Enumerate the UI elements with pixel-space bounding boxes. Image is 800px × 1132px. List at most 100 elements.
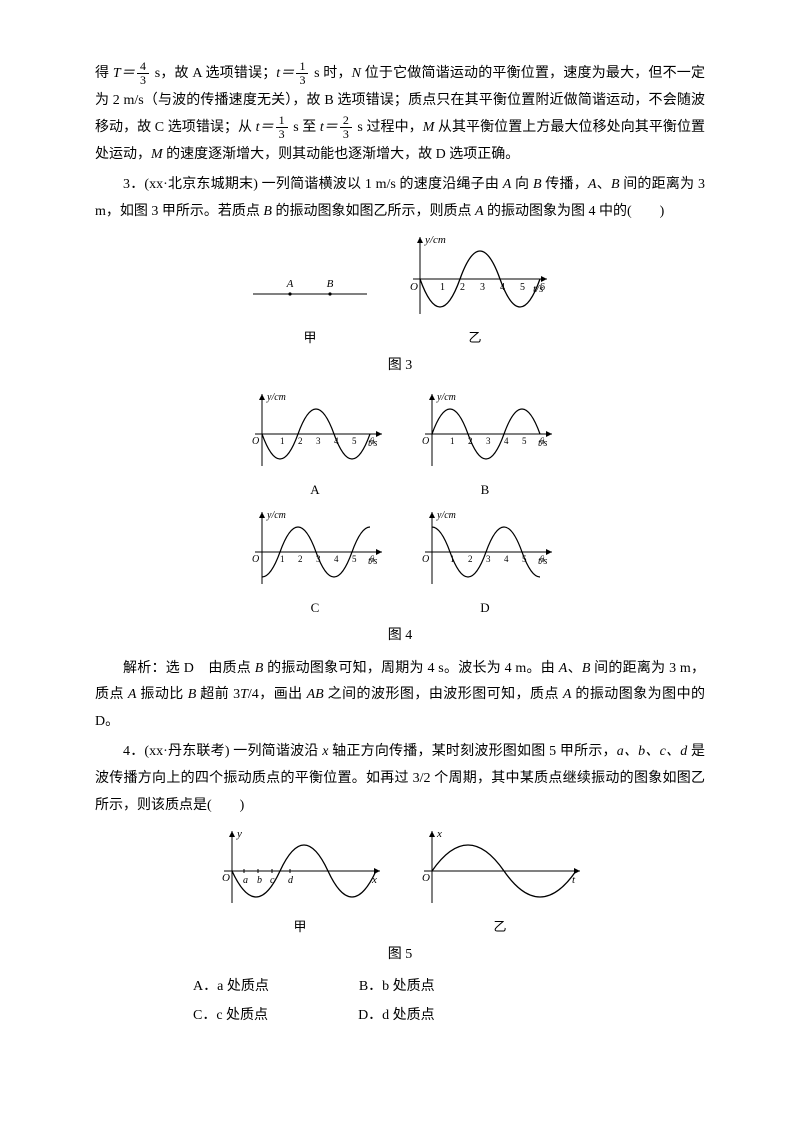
answer-para-1: 得 T＝43 s，故 A 选项错误；t＝13 s 时，N 位于它做简谐运动的平衡…	[95, 60, 705, 168]
var-A: A	[588, 177, 597, 192]
option-C: C．c 处质点	[193, 1003, 268, 1030]
var-t: t＝	[320, 120, 338, 135]
svg-text:x: x	[436, 828, 442, 840]
label-A: A	[240, 478, 390, 503]
svg-text:O: O	[222, 872, 230, 884]
svg-text:3: 3	[486, 554, 491, 564]
text: 的振动图象为图 4 中的( )	[484, 204, 665, 219]
svg-text:y/cm: y/cm	[436, 510, 456, 521]
frac-4-3: 43	[137, 60, 149, 87]
svg-text:d: d	[288, 875, 294, 886]
svg-text:2: 2	[468, 554, 473, 564]
wave-chart-icon: x t O	[410, 823, 590, 913]
var-T: T	[240, 687, 248, 702]
svg-text:1: 1	[450, 554, 455, 564]
options-row-1: A．a 处质点 B．b 处质点	[193, 974, 705, 1001]
sine-chart-icon: y/cm t/s O 123456	[395, 229, 555, 324]
svg-text:5: 5	[352, 554, 357, 564]
figure-3: A B 甲 y/cm t/s O 123456 乙	[95, 229, 705, 351]
svg-text:4: 4	[504, 436, 509, 446]
fig5-right: x t O 乙	[410, 823, 590, 940]
text: s 过程中，	[354, 120, 423, 135]
text: s，故 A 选项错误；	[151, 66, 276, 81]
text: 3．(xx·北京东城期末) 一列简谐横波以 1 m/s 的速度沿绳子由	[123, 177, 503, 192]
svg-text:6: 6	[540, 282, 545, 293]
var-A: A	[475, 204, 484, 219]
svg-text:y/cm: y/cm	[436, 392, 456, 403]
question-4: 4．(xx·丹东联考) 一列简谐波沿 x 轴正方向传播，某时刻波形图如图 5 甲…	[95, 739, 705, 819]
svg-text:6: 6	[370, 554, 375, 564]
text: /4，画出	[248, 687, 307, 702]
frac-1-3b: 13	[276, 114, 288, 141]
text: 振动比	[136, 687, 187, 702]
text: 的速度逐渐增大，则其动能也逐渐增大，故 D 选项正确。	[163, 147, 520, 162]
svg-text:3: 3	[486, 436, 491, 446]
svg-text:5: 5	[520, 282, 525, 293]
fig5-left: y x O a b c d 甲	[210, 823, 390, 940]
svg-text:O: O	[252, 436, 259, 447]
text: 轴正方向传播，某时刻波形图如图 5 甲所示，	[328, 744, 616, 759]
svg-text:4: 4	[500, 282, 505, 293]
svg-text:4: 4	[334, 554, 339, 564]
fig4-A: y/cm t/s O 123456 A	[240, 386, 390, 503]
text: 得	[95, 66, 113, 81]
text: 向	[511, 177, 533, 192]
svg-text:5: 5	[352, 436, 357, 446]
svg-text:y/cm: y/cm	[424, 234, 446, 246]
svg-text:O: O	[410, 281, 418, 293]
fig3-right: y/cm t/s O 123456 乙	[395, 229, 555, 351]
point-B-label: B	[327, 278, 334, 290]
fig4-B: y/cm t/s O 123456 B	[410, 386, 560, 503]
var-AB: AB	[307, 687, 324, 702]
sine-chart-icon: y/cm t/s O 123456	[410, 386, 560, 476]
fig3-caption: 图 3	[95, 353, 705, 380]
svg-text:y: y	[236, 828, 242, 840]
text: 传播，	[542, 177, 588, 192]
svg-text:y/cm: y/cm	[266, 392, 286, 403]
var-B: B	[611, 177, 620, 192]
var-M: M	[423, 120, 435, 135]
svg-text:y/cm: y/cm	[266, 510, 286, 521]
svg-text:3: 3	[316, 554, 321, 564]
svg-text:3: 3	[480, 282, 485, 293]
svg-text:1: 1	[280, 554, 285, 564]
option-D: D．d 处质点	[358, 1003, 435, 1030]
svg-text:4: 4	[334, 436, 339, 446]
svg-text:5: 5	[522, 554, 527, 564]
var-B: B	[263, 204, 272, 219]
svg-text:6: 6	[540, 554, 545, 564]
figure-5: y x O a b c d 甲	[95, 823, 705, 940]
svg-text:O: O	[422, 554, 429, 565]
svg-text:1: 1	[280, 436, 285, 446]
svg-text:1: 1	[440, 282, 445, 293]
text: 、	[597, 177, 611, 192]
frac-2-3: 23	[340, 114, 352, 141]
options-row-2: C．c 处质点 D．d 处质点	[193, 1003, 705, 1030]
fig3-left: A B 甲	[245, 269, 375, 351]
option-B: B．b 处质点	[359, 974, 435, 1001]
var-N: N	[352, 66, 361, 81]
point-A-label: A	[286, 278, 294, 290]
fig4-D: y/cm t/s O 123456 D	[410, 504, 560, 621]
text: 、	[567, 661, 582, 676]
text: 之间的波形图，由波形图可知，质点	[324, 687, 563, 702]
svg-text:5: 5	[522, 436, 527, 446]
label-D: D	[410, 596, 560, 621]
label-B: B	[410, 478, 560, 503]
svg-text:2: 2	[468, 436, 473, 446]
fig5-caption: 图 5	[95, 942, 705, 969]
svg-text:O: O	[252, 554, 259, 565]
var-B: B	[188, 687, 197, 702]
var-B: B	[533, 177, 542, 192]
svg-text:3: 3	[316, 436, 321, 446]
page: 得 T＝43 s，故 A 选项错误；t＝13 s 时，N 位于它做简谐运动的平衡…	[0, 0, 800, 1132]
figure-4: y/cm t/s O 123456 A y/cm t/s O	[95, 386, 705, 621]
fig5-right-label: 乙	[410, 915, 590, 940]
fig5-left-label: 甲	[210, 915, 390, 940]
fig4-C: y/cm t/s O 123456 C	[240, 504, 390, 621]
wave-chart-icon: y x O a b c d	[210, 823, 390, 913]
var-T: T＝	[113, 66, 135, 81]
svg-text:O: O	[422, 872, 430, 884]
text: 超前 3	[196, 687, 240, 702]
frac-1-3: 13	[296, 60, 308, 87]
